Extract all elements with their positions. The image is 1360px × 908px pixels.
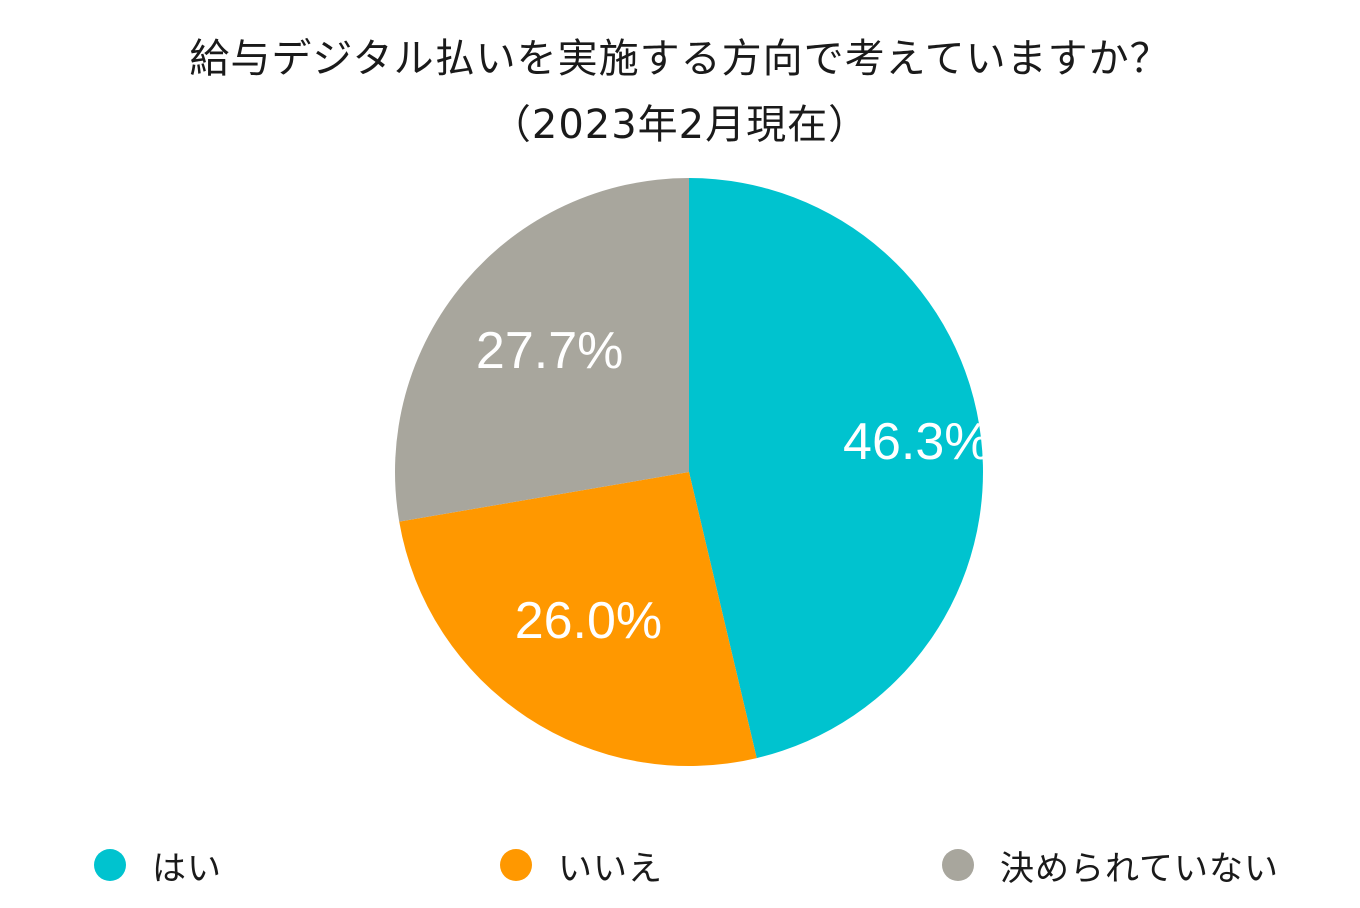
pie-slice-undecided (395, 178, 689, 522)
legend-label-hai: はい (152, 848, 222, 889)
slice-label-undecided: 27.7% (476, 322, 623, 380)
legend-item-hai: はい (94, 840, 222, 890)
chart-title-block: 給与デジタル払いを実施する方向で考えていますか？ （2023年2月現在） (0, 26, 1360, 158)
slice-label-iie: 26.0% (515, 592, 662, 650)
chart-title: 給与デジタル払いを実施する方向で考えていますか？ (189, 36, 1171, 82)
legend: はい いいえ 決められていない (0, 840, 1360, 890)
legend-label-undecided: 決められていない (1000, 848, 1279, 889)
legend-label-iie: いいえ (558, 848, 663, 889)
legend-swatch-hai (94, 849, 126, 881)
legend-item-iie: いいえ (500, 840, 663, 890)
pie-slice-iie (399, 472, 757, 766)
legend-swatch-iie (500, 849, 532, 881)
legend-item-undecided: 決められていない (942, 840, 1279, 890)
pie-slice-hai (689, 178, 983, 759)
legend-swatch-undecided (942, 849, 974, 881)
chart-subtitle: （2023年2月現在） (490, 102, 870, 148)
slice-label-hai: 46.3% (843, 413, 990, 471)
